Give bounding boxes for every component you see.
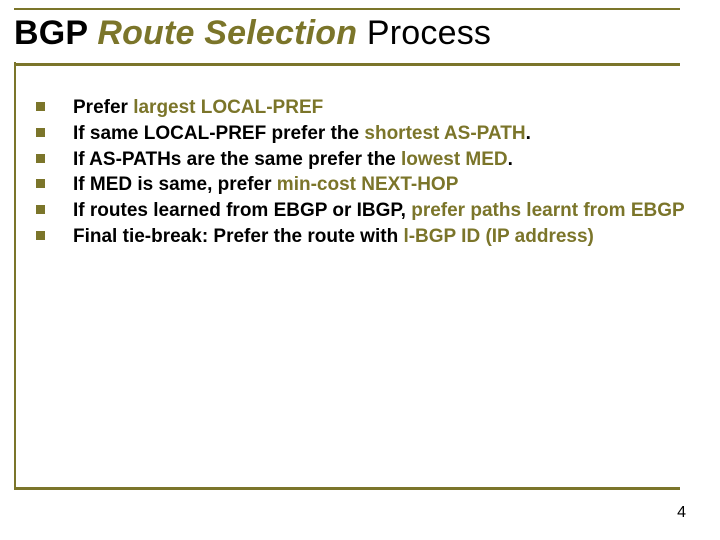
title-part-3: Process [357, 14, 491, 52]
text-span: l-BGP ID (IP address) [403, 226, 593, 247]
title-part-2: Route Selection [97, 14, 357, 52]
list-item: If AS-PATHs are the same prefer the lowe… [36, 148, 690, 172]
text-span: If routes learned from EBGP or IBGP, [73, 200, 411, 221]
left-rail [14, 62, 16, 490]
slide-body: Prefer largest LOCAL-PREFIf same LOCAL-P… [36, 96, 690, 251]
text-span: Final tie-break: Prefer the route with [73, 226, 403, 247]
list-item-text: Prefer largest LOCAL-PREF [73, 96, 323, 120]
text-span: prefer paths learnt from EBGP [411, 200, 684, 221]
slide: BGP Route Selection Process Prefer large… [0, 0, 720, 540]
top-rule [14, 8, 680, 10]
text-span: . [526, 123, 531, 144]
text-span: largest LOCAL-PREF [133, 97, 323, 118]
square-bullet-icon [36, 154, 45, 163]
text-span: min-cost NEXT-HOP [277, 174, 459, 195]
list-item-text: Final tie-break: Prefer the route with l… [73, 225, 594, 249]
text-span: . [508, 149, 513, 170]
list-item: If same LOCAL-PREF prefer the shortest A… [36, 122, 690, 146]
text-span: If same LOCAL-PREF prefer the [73, 123, 364, 144]
list-item-text: If routes learned from EBGP or IBGP, pre… [73, 199, 685, 223]
text-span: lowest MED [401, 149, 508, 170]
square-bullet-icon [36, 128, 45, 137]
list-item: Prefer largest LOCAL-PREF [36, 96, 690, 120]
square-bullet-icon [36, 179, 45, 188]
text-span: shortest AS-PATH [364, 123, 525, 144]
square-bullet-icon [36, 102, 45, 111]
square-bullet-icon [36, 205, 45, 214]
list-item-text: If MED is same, prefer min-cost NEXT-HOP [73, 173, 458, 197]
list-item: Final tie-break: Prefer the route with l… [36, 225, 690, 249]
text-span: If MED is same, prefer [73, 174, 277, 195]
list-item-text: If same LOCAL-PREF prefer the shortest A… [73, 122, 531, 146]
text-span: If AS-PATHs are the same prefer the [73, 149, 401, 170]
title-part-1: BGP [14, 14, 97, 52]
bottom-rule [14, 487, 680, 490]
list-item: If routes learned from EBGP or IBGP, pre… [36, 199, 690, 223]
page-number: 4 [677, 504, 686, 522]
list-item: If MED is same, prefer min-cost NEXT-HOP [36, 173, 690, 197]
slide-title: BGP Route Selection Process [14, 14, 680, 53]
title-underline-wrap: BGP Route Selection Process [14, 14, 680, 66]
text-span: Prefer [73, 97, 133, 118]
square-bullet-icon [36, 231, 45, 240]
list-item-text: If AS-PATHs are the same prefer the lowe… [73, 148, 513, 172]
